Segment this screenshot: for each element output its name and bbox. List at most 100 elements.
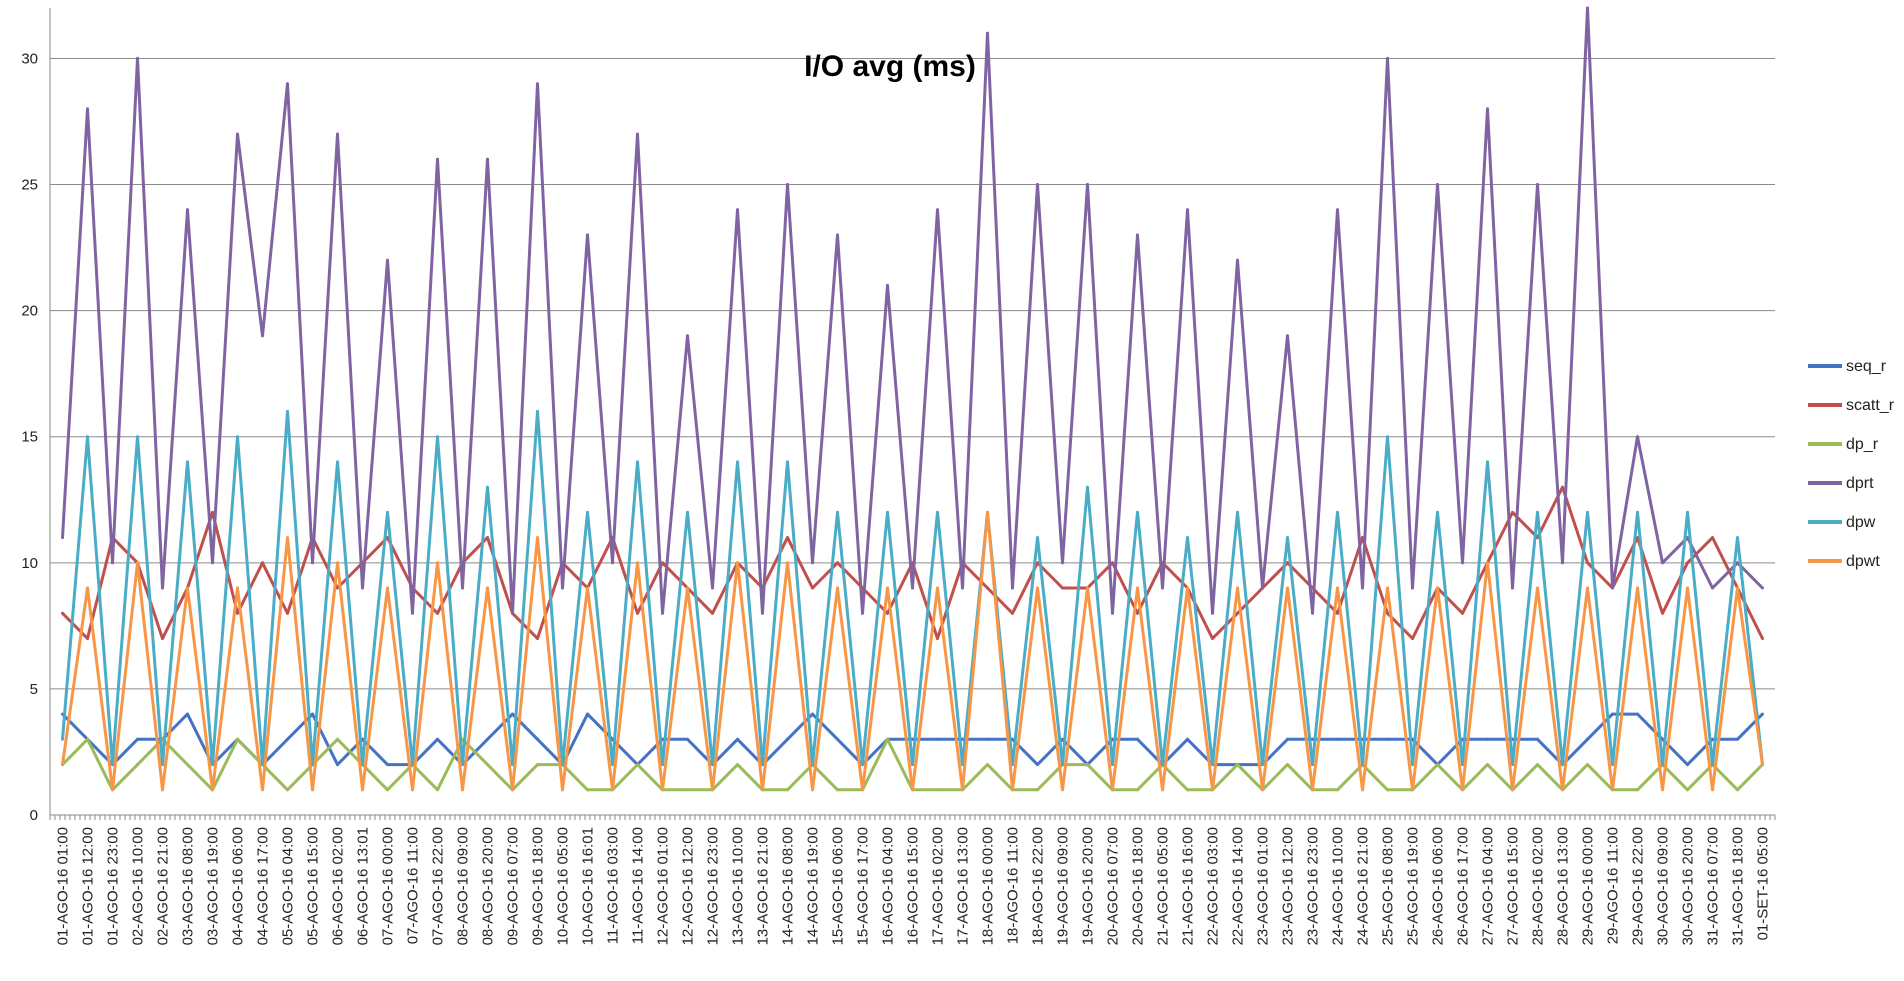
data-point-seq_r [1386,737,1389,741]
data-point-seq_r [311,712,314,716]
data-point-dpwt [1286,586,1289,590]
data-point-dpwt [1111,788,1114,792]
data-point-dpw [736,460,739,464]
data-point-dp_r [1136,788,1139,792]
x-tick-label: 26-AGO-16 17:00 [1455,827,1472,945]
x-tick-label: 09-AGO-16 07:00 [505,827,522,945]
data-point-dprt [761,611,764,615]
data-point-dprt [1361,586,1364,590]
data-point-dpwt [61,763,64,767]
data-point-scatt_r [1336,611,1339,615]
data-point-dprt [1686,536,1689,540]
x-tick-label: 06-AGO-16 02:00 [330,827,347,945]
data-point-dprt [911,586,914,590]
data-point-dpwt [1661,788,1664,792]
data-point-scatt_r [286,611,289,615]
data-point-dpw [586,510,589,514]
chart-title: I/O avg (ms) [804,50,976,83]
data-point-dpw [1261,763,1264,767]
data-point-dpwt [336,561,339,565]
data-point-dprt [486,157,489,161]
x-tick-label: 16-AGO-16 15:00 [905,827,922,945]
data-point-dp_r [1686,788,1689,792]
data-point-dpwt [561,788,564,792]
data-point-dpw [336,460,339,464]
data-point-dpwt [1036,586,1039,590]
x-tick-label: 15-AGO-16 06:00 [830,827,847,945]
data-point-dprt [1086,183,1089,186]
x-tick-label: 17-AGO-16 02:00 [930,827,947,945]
data-point-dpw [1661,763,1664,767]
data-point-dprt [1711,586,1714,590]
data-point-scatt_r [211,510,214,514]
data-point-dp_r [1186,788,1189,792]
y-tick-label: 15 [21,429,38,446]
x-tick-label: 09-AGO-16 18:00 [530,827,547,945]
data-point-dpw [1211,763,1214,767]
data-point-dpw [811,763,814,767]
x-tick-label: 30-AGO-16 09:00 [1655,827,1672,945]
data-point-dprt [186,208,189,212]
x-tick-label: 12-AGO-16 01:00 [655,827,672,945]
data-point-dp_r [586,788,589,792]
x-tick-label: 07-AGO-16 00:00 [380,827,397,945]
data-point-dprt [61,536,64,540]
data-point-dprt [536,82,539,86]
x-tick-label: 06-AGO-16 13:01 [355,827,372,945]
data-point-seq_r [1311,737,1314,741]
data-point-dp_r [286,788,289,792]
data-point-dpw [1336,510,1339,514]
data-point-dp_r [1286,763,1289,767]
data-point-dprt [736,208,739,212]
x-tick-label: 14-AGO-16 08:00 [780,827,797,945]
data-point-dpwt [861,788,864,792]
data-point-dprt [461,586,464,590]
data-point-dpwt [986,510,989,514]
data-point-seq_r [961,737,964,741]
data-point-dp_r [786,788,789,792]
x-tick-label: 30-AGO-16 20:00 [1680,827,1697,945]
x-tick-label: 20-AGO-16 18:00 [1130,827,1147,945]
data-point-seq_r [786,737,789,741]
data-point-scatt_r [1536,536,1539,540]
y-tick-label: 5 [30,681,38,698]
data-point-dp_r [86,737,89,741]
data-point-scatt_r [236,611,239,615]
x-tick-label: 05-AGO-16 15:00 [305,827,322,945]
data-point-dprt [211,561,214,565]
data-point-dpwt [1311,788,1314,792]
data-point-scatt_r [1236,611,1239,615]
data-point-dpw [686,510,689,514]
x-tick-label: 07-AGO-16 22:00 [430,827,447,945]
x-tick-label: 25-AGO-16 19:00 [1405,827,1422,945]
data-point-seq_r [836,737,839,741]
data-point-seq_r [736,737,739,741]
x-tick-label: 15-AGO-16 17:00 [855,827,872,945]
data-point-dpw [136,435,139,439]
data-point-seq_r [386,763,389,767]
data-point-dp_r [336,737,339,741]
data-point-seq_r [486,737,489,741]
data-point-dpwt [586,586,589,590]
data-point-seq_r [1136,737,1139,741]
data-point-seq_r [1186,737,1189,741]
x-tick-label: 18-AGO-16 22:00 [1030,827,1047,945]
data-point-dpw [611,763,614,767]
x-tick-label: 29-AGO-16 11:00 [1605,827,1622,944]
data-point-dpwt [511,788,514,792]
x-tick-label: 01-AGO-16 23:00 [105,827,122,945]
data-point-dp_r [136,763,139,767]
data-point-dpwt [1611,788,1614,792]
data-point-seq_r [1286,737,1289,741]
x-tick-label: 23-AGO-16 12:00 [1280,827,1297,945]
data-point-scatt_r [536,637,539,640]
data-point-scatt_r [1461,611,1464,615]
legend-label: dpwt [1846,553,1880,570]
data-point-dprt [561,586,564,590]
data-point-dpwt [1711,788,1714,792]
data-point-dpw [561,763,564,767]
axes: 0 5 10 15 20 25 30 01-AGO-16 01:00 01-AGO-16 12:… [21,8,1776,945]
x-tick-label: 19-AGO-16 20:00 [1080,827,1097,945]
data-point-dpw [536,410,539,413]
data-point-dpw [1386,435,1389,439]
